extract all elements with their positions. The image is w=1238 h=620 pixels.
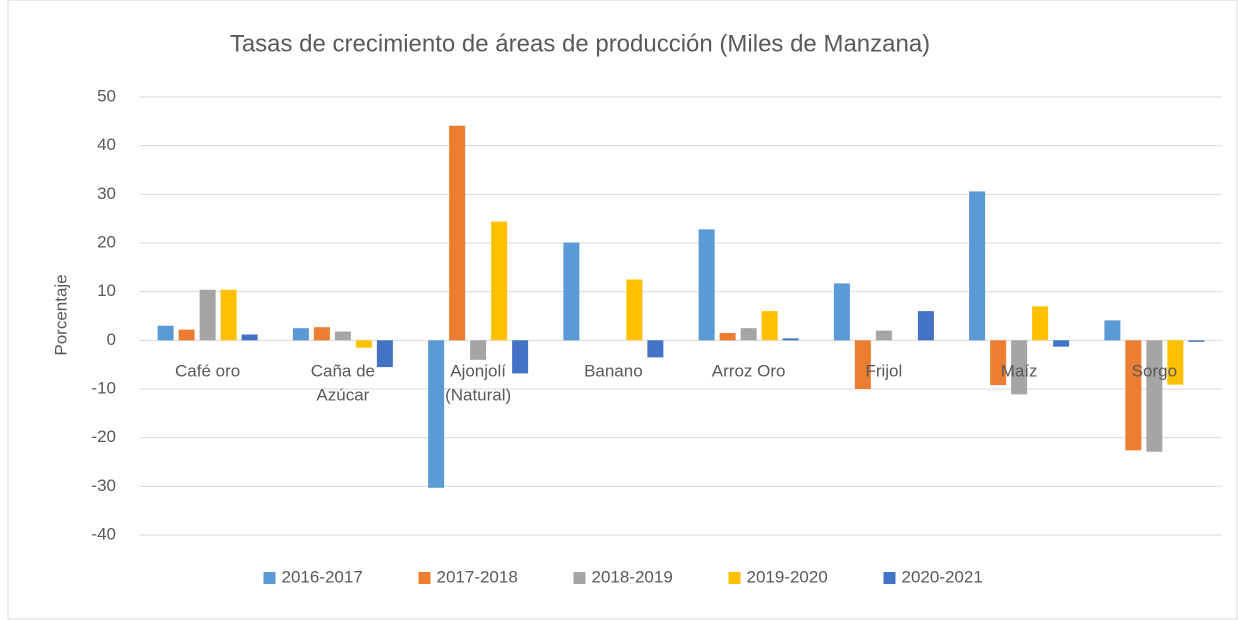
bar [782, 338, 799, 341]
bar [761, 311, 778, 341]
bar [199, 289, 216, 341]
bar [178, 329, 195, 341]
y-tick-label: 20 [97, 232, 116, 251]
bar [969, 191, 986, 341]
bar [220, 289, 237, 341]
legend-label: 2017-2018 [437, 567, 518, 586]
bar [990, 340, 1007, 386]
legend-label: 2018-2019 [592, 567, 673, 586]
y-tick-label: -10 [91, 378, 116, 397]
legend-label: 2016-2017 [282, 567, 363, 586]
x-tick-label: Sorgo [1132, 362, 1177, 381]
bar [1053, 340, 1070, 347]
y-tick-label: -20 [91, 427, 116, 446]
bar [1032, 306, 1049, 341]
bar [917, 311, 934, 341]
legend-label: 2019-2020 [747, 567, 828, 586]
bar [376, 340, 393, 368]
x-tick-label: Ajonjolí (Natural) [445, 362, 511, 405]
x-tick-label: Arroz Oro [712, 362, 786, 381]
x-tick-label: Caña de Azúcar [311, 362, 375, 405]
bar [1188, 340, 1205, 342]
y-tick-label: -30 [91, 476, 116, 495]
bar [1167, 340, 1184, 385]
bar [491, 221, 508, 341]
y-tick-label: -40 [91, 524, 116, 543]
bar [428, 340, 445, 488]
bar [1011, 340, 1028, 395]
chart-title: Tasas de crecimiento de áreas de producc… [230, 30, 930, 57]
bar [719, 333, 736, 341]
bar [833, 283, 850, 341]
bar [313, 327, 330, 341]
bar [355, 340, 372, 348]
y-tick-label: 40 [97, 135, 116, 154]
bar [1125, 340, 1142, 451]
x-tick-label: Maíz [1001, 362, 1038, 381]
y-tick-label: 30 [97, 184, 116, 203]
bar [241, 334, 258, 341]
y-tick-label: 0 [107, 330, 116, 349]
x-tick-label: Banano [584, 362, 643, 381]
chart-border [7, 0, 1238, 620]
bar [1104, 320, 1121, 341]
bar [1146, 340, 1163, 452]
bar [334, 331, 351, 341]
bar [698, 229, 715, 341]
legend-swatch [573, 572, 586, 584]
y-tick-label: 50 [97, 86, 116, 105]
legend-swatch [883, 572, 896, 584]
legend-swatch [418, 572, 431, 584]
legend-swatch [263, 572, 276, 584]
y-tick-label: 10 [97, 281, 116, 300]
bar [157, 325, 174, 341]
bar [292, 328, 309, 341]
legend-swatch [728, 572, 741, 584]
y-axis-label: Porcentaje [51, 274, 70, 355]
bar [449, 125, 466, 341]
bar [470, 340, 487, 360]
x-tick-label: Frijol [865, 362, 902, 381]
legend-label: 2020-2021 [902, 567, 983, 586]
bar [626, 279, 643, 341]
bar [875, 330, 892, 341]
bar [563, 242, 580, 341]
bar [740, 328, 757, 341]
bar [854, 340, 871, 389]
bar [512, 340, 529, 374]
bar [647, 340, 664, 358]
x-tick-label: Café oro [175, 362, 240, 381]
